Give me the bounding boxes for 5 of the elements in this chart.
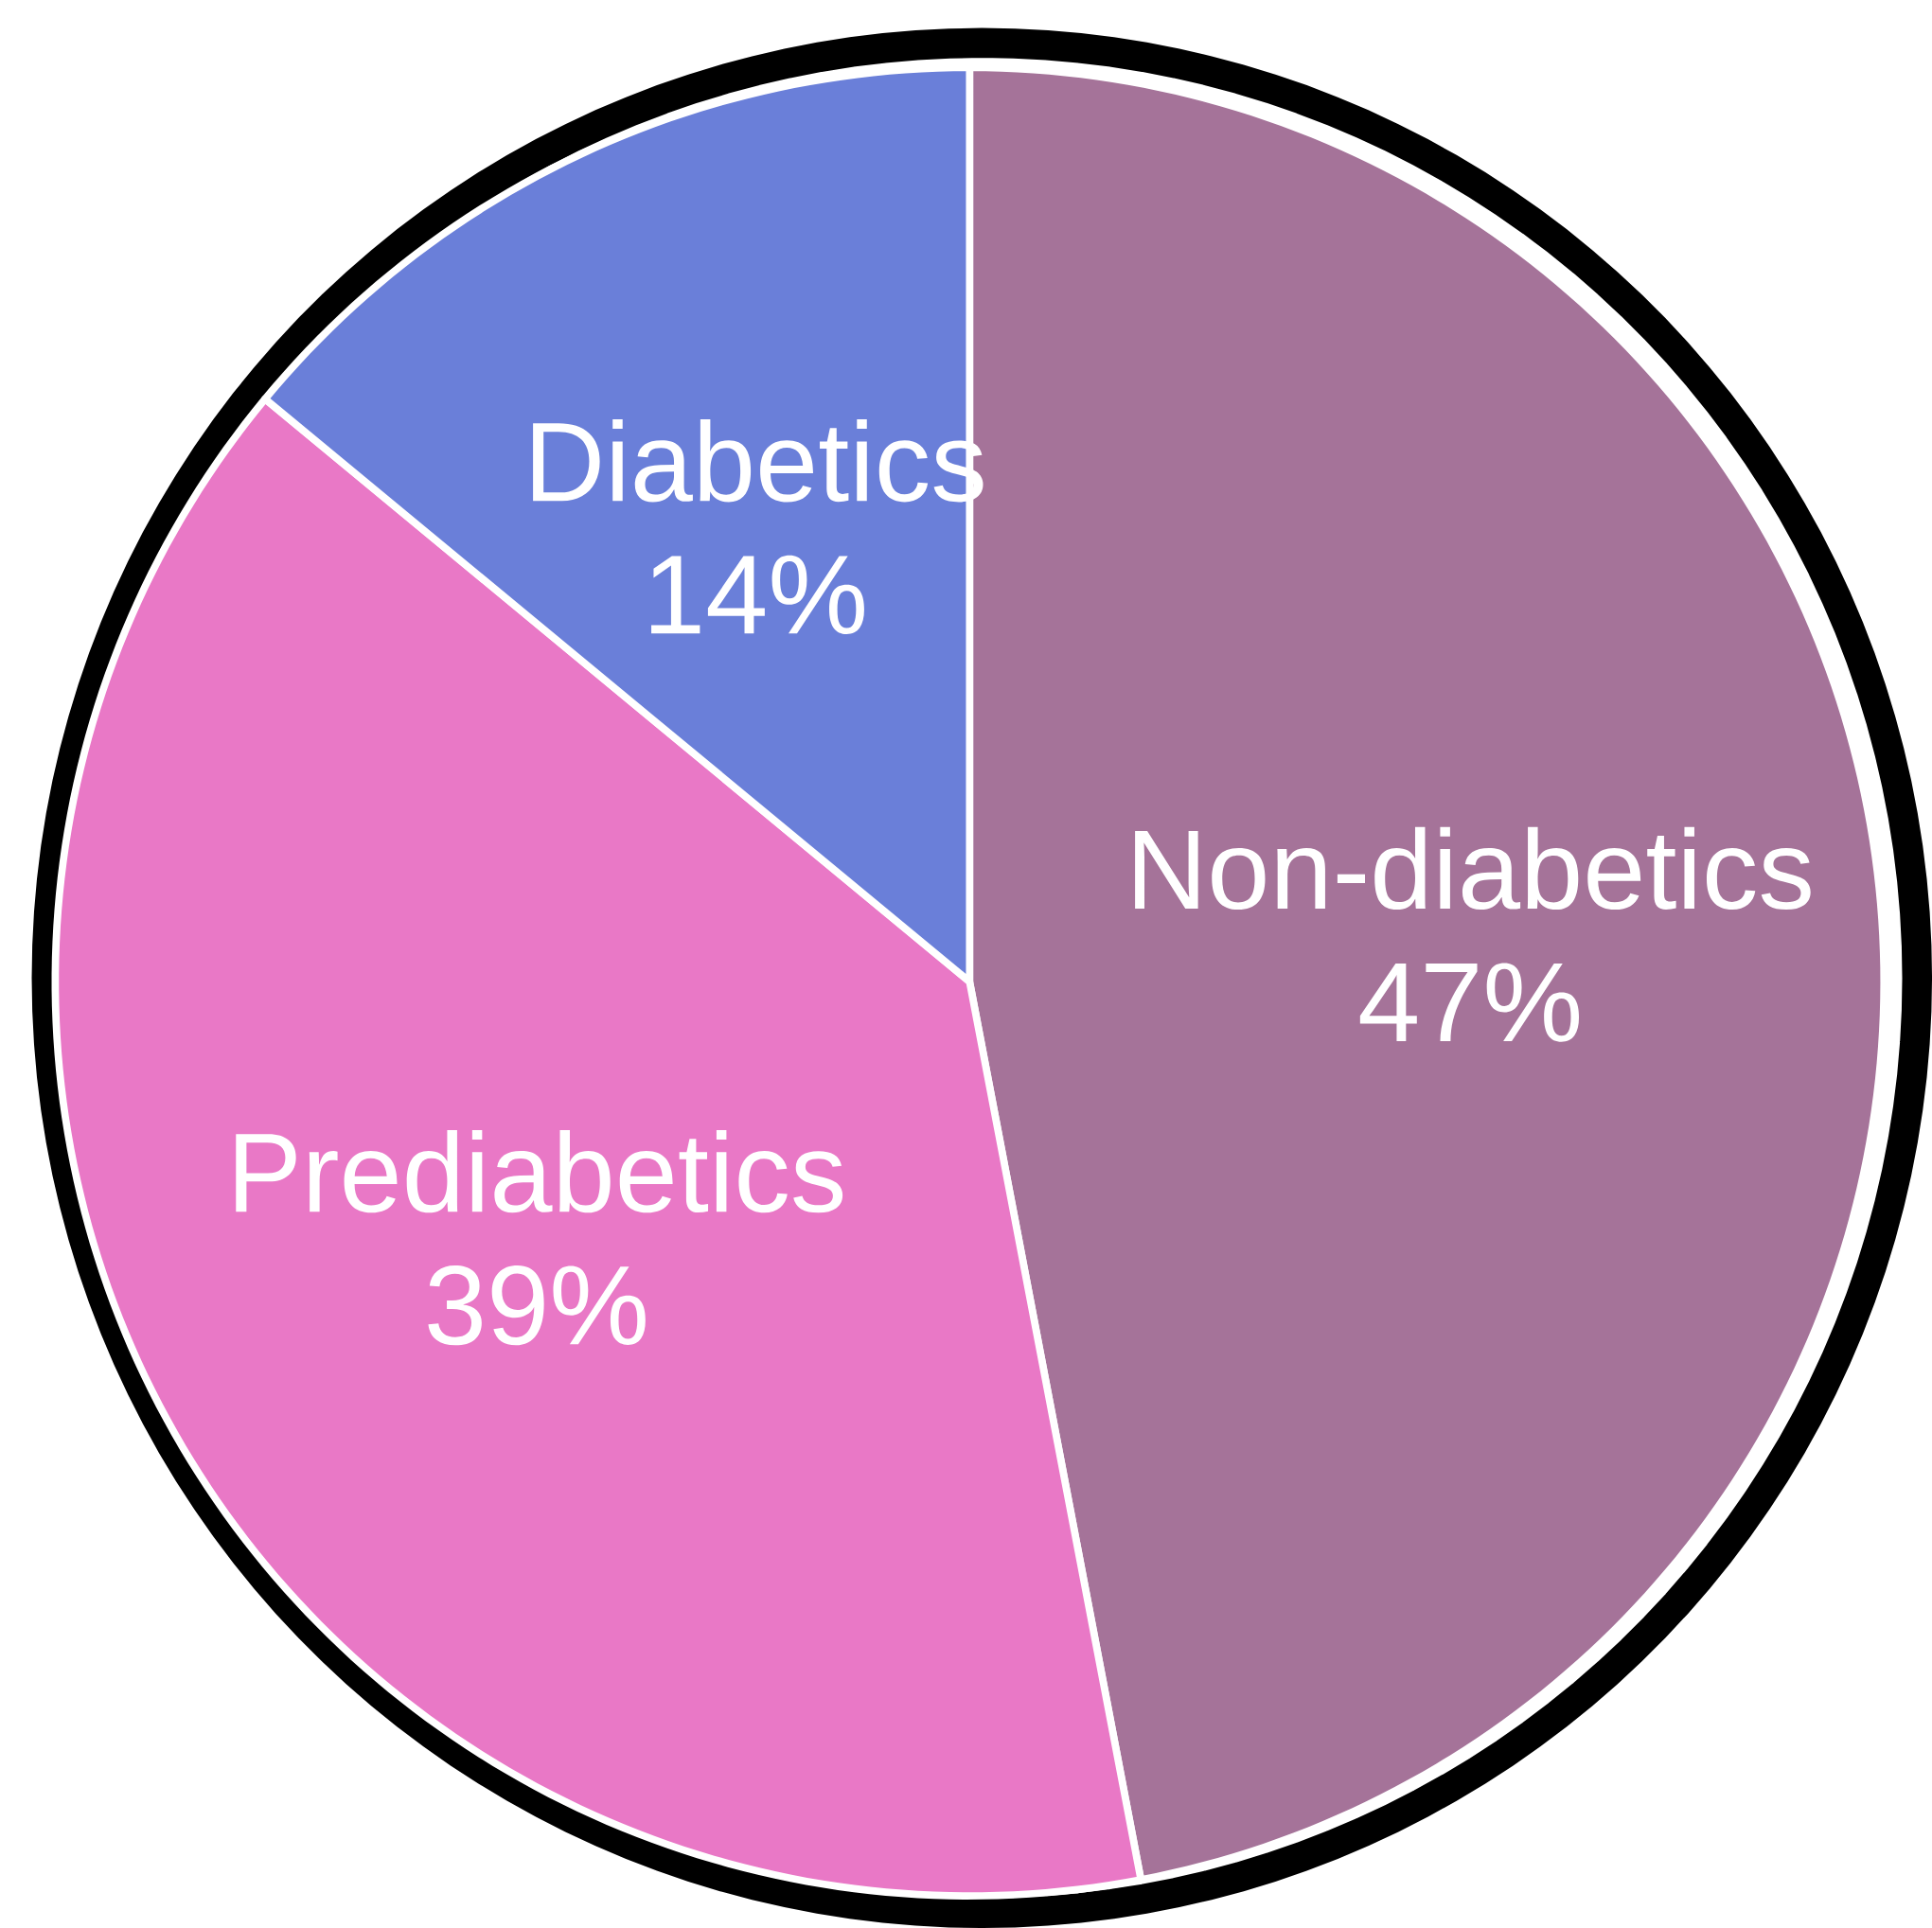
data-label: 14%: [651, 555, 864, 635]
data-label: 39%: [428, 1265, 646, 1346]
slice-label: Prediabetics: [236, 1129, 843, 1213]
slice-label: Non-diabetics: [1135, 826, 1811, 911]
data-label: 47%: [1359, 963, 1580, 1042]
